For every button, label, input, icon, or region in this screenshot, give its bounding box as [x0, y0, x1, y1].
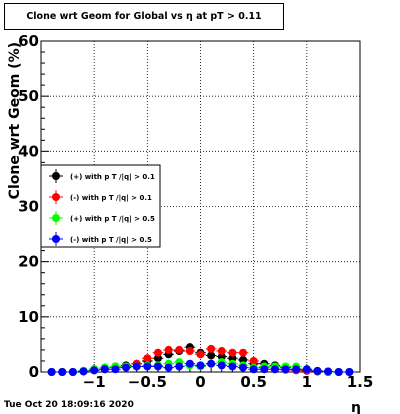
data-point [153, 354, 162, 363]
legend: (+) with p T /|q| > 0.1 (-) with p T /|q|… [40, 164, 161, 248]
data-point [239, 355, 248, 364]
data-point [153, 362, 162, 371]
data-point [239, 363, 248, 372]
data-point [175, 345, 184, 354]
data-point [111, 365, 120, 374]
x-tick-label: −0.5 [128, 373, 167, 391]
x-tick-label: −1 [83, 373, 106, 391]
data-point [164, 363, 173, 372]
legend-marker [52, 193, 60, 201]
legend-marker [52, 214, 60, 222]
legend-label: (-) with p T /|q| > 0.1 [70, 194, 152, 203]
data-point [185, 359, 194, 368]
data-point [239, 348, 248, 357]
y-tick-label: 10 [18, 308, 39, 326]
legend-label: (-) with p T /|q| > 0.5 [70, 236, 152, 245]
legend-entry: (+) with p T /|q| > 0.5 [49, 211, 155, 225]
y-tick-label: 50 [18, 87, 39, 105]
data-point [143, 354, 152, 363]
data-point [164, 345, 173, 354]
series-4 [46, 359, 355, 376]
data-point [207, 344, 216, 353]
data-point [132, 362, 141, 371]
x-tick-label: 1 [302, 373, 312, 391]
data-point [175, 362, 184, 371]
data-point [228, 362, 237, 371]
data-point [334, 368, 343, 376]
legend-box [40, 164, 161, 248]
x-tick-labels: −1 −0.5 0 0.5 1 1.5 [83, 373, 374, 391]
x-tick-label: 1.5 [347, 373, 374, 391]
y-tick-label: 30 [18, 198, 39, 216]
data-point [79, 367, 88, 376]
x-tick-label: 0 [195, 373, 205, 391]
data-point [196, 350, 205, 359]
y-tick-label: 20 [18, 253, 39, 271]
data-point [313, 366, 322, 375]
y-tick-label: 0 [29, 363, 39, 381]
data-point [292, 365, 301, 374]
legend-marker [52, 235, 60, 243]
y-tick-label: 60 [18, 32, 39, 50]
data-point [260, 365, 269, 374]
data-point [68, 368, 77, 376]
data-point [249, 356, 258, 365]
data-point [217, 347, 226, 356]
y-axis-title: Clone wrt Geom (%) [7, 42, 23, 199]
legend-entry: (-) with p T /|q| > 0.1 [49, 190, 152, 204]
data-point [228, 348, 237, 357]
data-point [143, 362, 152, 371]
data-point [270, 365, 279, 374]
data-point [228, 354, 237, 363]
data-point [324, 367, 333, 376]
data-point [302, 365, 311, 374]
x-axis-title: η [351, 400, 361, 414]
data-point [58, 368, 67, 376]
data-point [217, 352, 226, 361]
data-point [47, 368, 56, 376]
data-point [217, 361, 226, 370]
y-tick-label: 40 [18, 142, 39, 160]
data-point [281, 365, 290, 374]
data-series [46, 343, 355, 376]
data-point [122, 363, 131, 372]
legend-marker [52, 172, 60, 180]
x-tick-label: 0.5 [240, 373, 267, 391]
data-point [153, 348, 162, 357]
data-point [90, 366, 99, 375]
data-point [345, 368, 354, 376]
legend-entry: (+) with p T /|q| > 0.1 [49, 169, 155, 183]
y-tick-labels: 0 10 20 30 40 50 60 [18, 32, 39, 381]
chart-title: Clone wrt Geom for Global vs η at pT > 0… [4, 3, 284, 30]
data-point [249, 365, 258, 374]
legend-label: (+) with p T /|q| > 0.1 [70, 173, 155, 182]
data-point [196, 361, 205, 370]
legend-label: (+) with p T /|q| > 0.5 [70, 215, 155, 224]
timestamp: Tue Oct 20 18:09:16 2020 [4, 400, 134, 410]
data-point [100, 365, 109, 374]
legend-entry: (-) with p T /|q| > 0.5 [49, 232, 152, 246]
data-point [185, 347, 194, 356]
data-point [207, 359, 216, 368]
data-point [207, 351, 216, 360]
